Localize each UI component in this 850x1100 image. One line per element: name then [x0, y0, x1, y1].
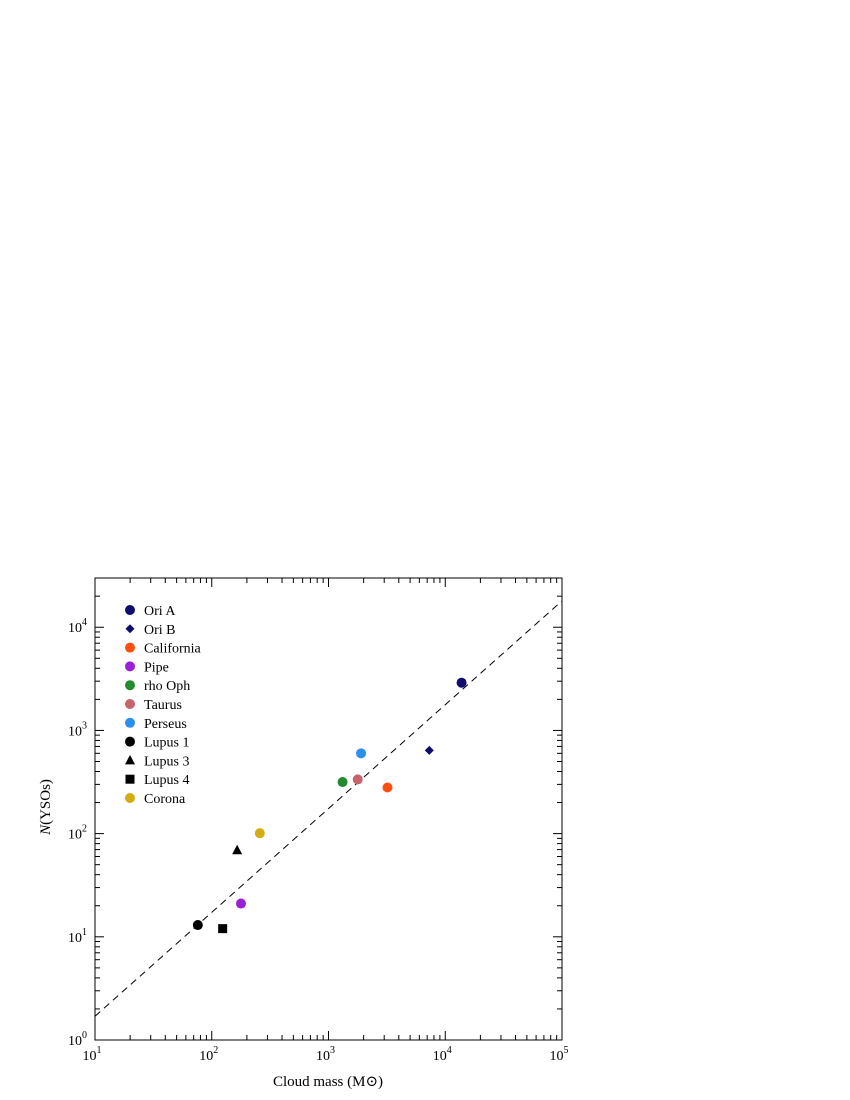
y-tick-exponent: 4 [82, 617, 87, 628]
legend-label-lupus-1: Lupus 1 [144, 736, 190, 751]
point-lupus-3 [232, 844, 243, 855]
x-axis-label: Cloud mass (M⊙) [273, 1074, 383, 1090]
y-tick-mantissa: 10 [68, 931, 82, 946]
legend-label-pipe: Pipe [144, 660, 169, 675]
data-points [192, 677, 467, 934]
y-tick-mantissa: 10 [68, 1034, 82, 1049]
x-tick-exponent: 2 [213, 1045, 218, 1056]
legend-label-rho-oph: rho Oph [144, 679, 190, 694]
y-tick-exponent: 2 [82, 824, 87, 835]
y-tick-label: 101 [68, 927, 87, 946]
point-ori-b [424, 745, 434, 755]
point-taurus [352, 774, 363, 785]
legend-label-taurus: Taurus [144, 698, 182, 713]
x-tick-label: 102 [199, 1045, 218, 1064]
x-tick-label: 103 [316, 1045, 335, 1064]
legend-marker-ori-a [125, 605, 135, 615]
y-tick-label: 100 [68, 1030, 87, 1049]
legend-label-lupus-3: Lupus 3 [144, 754, 190, 769]
x-tick-mantissa: 10 [83, 1049, 97, 1064]
legend-marker-pipe [125, 661, 135, 672]
x-tick-mantissa: 10 [550, 1049, 564, 1064]
y-axis-label-rest: (YSOs) [38, 779, 54, 825]
legend-label-lupus-4: Lupus 4 [144, 773, 190, 788]
legend-marker-perseus [125, 717, 135, 728]
point-perseus [356, 748, 367, 759]
x-tick-exponent: 3 [330, 1045, 335, 1056]
y-tick-exponent: 0 [82, 1030, 87, 1041]
x-tick-exponent: 5 [564, 1045, 569, 1056]
fit-line-layer [95, 600, 562, 1017]
y-tick-label: 104 [68, 617, 87, 636]
legend-marker-california [125, 642, 135, 653]
fit-line [95, 600, 562, 1017]
y-tick-exponent: 1 [82, 927, 87, 938]
point-pipe [235, 898, 246, 909]
x-tick-label: 104 [433, 1045, 452, 1064]
x-tick-mantissa: 10 [199, 1049, 213, 1064]
point-rho-oph [337, 777, 348, 788]
y-axis-label-italic: N [38, 824, 54, 836]
point-ori-a [456, 677, 467, 688]
y-tick-label: 103 [68, 720, 87, 739]
legend-label-perseus: Perseus [144, 717, 187, 732]
x-axis: 101 102 103 104 105 [83, 578, 569, 1064]
legend-marker-lupus-1 [125, 736, 135, 747]
x-tick-label: 105 [550, 1045, 569, 1064]
legend-label-ori-a: Ori A [144, 604, 176, 619]
x-tick-mantissa: 10 [433, 1049, 447, 1064]
legend-label-california: California [144, 642, 202, 657]
y-tick-mantissa: 10 [68, 828, 82, 843]
x-tick-label: 101 [83, 1045, 102, 1064]
y-tick-mantissa: 10 [68, 724, 82, 739]
legend-marker-lupus-4 [125, 774, 135, 784]
x-tick-mantissa: 10 [316, 1049, 330, 1064]
point-corona [254, 828, 265, 839]
point-california [382, 782, 393, 793]
point-lupus-1 [192, 920, 203, 931]
legend: Ori A Ori B California Pipe rho Oph Taurus Per… [125, 604, 202, 807]
y-tick-mantissa: 10 [68, 621, 82, 636]
x-tick-exponent: 4 [447, 1045, 452, 1056]
y-axis-label: N(YSOs) [38, 779, 54, 836]
y-tick-exponent: 3 [82, 720, 87, 731]
y-tick-label: 102 [68, 824, 87, 843]
legend-marker-taurus [125, 699, 135, 709]
legend-label-corona: Corona [144, 792, 186, 807]
point-lupus-4 [218, 924, 228, 934]
x-tick-exponent: 1 [97, 1045, 102, 1056]
legend-marker-ori-b [125, 624, 135, 634]
legend-marker-rho-oph [125, 680, 135, 691]
legend-marker-corona [125, 793, 135, 803]
legend-label-ori-b: Ori B [144, 623, 176, 638]
legend-marker-lupus-3 [125, 754, 135, 765]
